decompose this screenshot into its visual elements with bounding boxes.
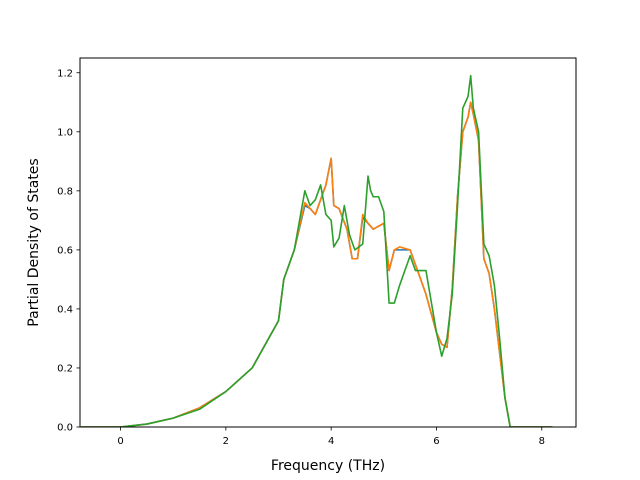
y-tick-label: 0.0 xyxy=(57,423,73,434)
y-tick-label: 0.2 xyxy=(57,363,73,374)
x-tick-label: 8 xyxy=(539,436,545,447)
y-tick-label: 1.0 xyxy=(57,127,73,138)
axes-frame xyxy=(79,57,577,428)
series-layer xyxy=(81,74,553,427)
y-tick-label: 1.2 xyxy=(57,68,73,79)
x-tick-label: 0 xyxy=(117,436,123,447)
x-tick-label: 4 xyxy=(328,436,334,447)
x-axis-label: Frequency (THz) xyxy=(271,458,385,474)
y-tick-label: 0.4 xyxy=(57,304,73,315)
y-tick-label: 0.8 xyxy=(57,186,73,197)
plot-area xyxy=(79,57,577,428)
y-axis-ticks: 0.0 0.2 0.4 0.6 0.8 1.0 1.2 xyxy=(57,68,80,434)
series-line-3 xyxy=(81,74,553,427)
y-tick-label: 0.6 xyxy=(57,245,73,256)
x-axis-ticks: 0 2 4 6 8 xyxy=(117,427,545,447)
x-tick-label: 6 xyxy=(433,436,439,447)
x-tick-label: 2 xyxy=(223,436,229,447)
plot-background xyxy=(80,58,576,427)
y-axis-label: Partial Density of States xyxy=(26,158,42,326)
